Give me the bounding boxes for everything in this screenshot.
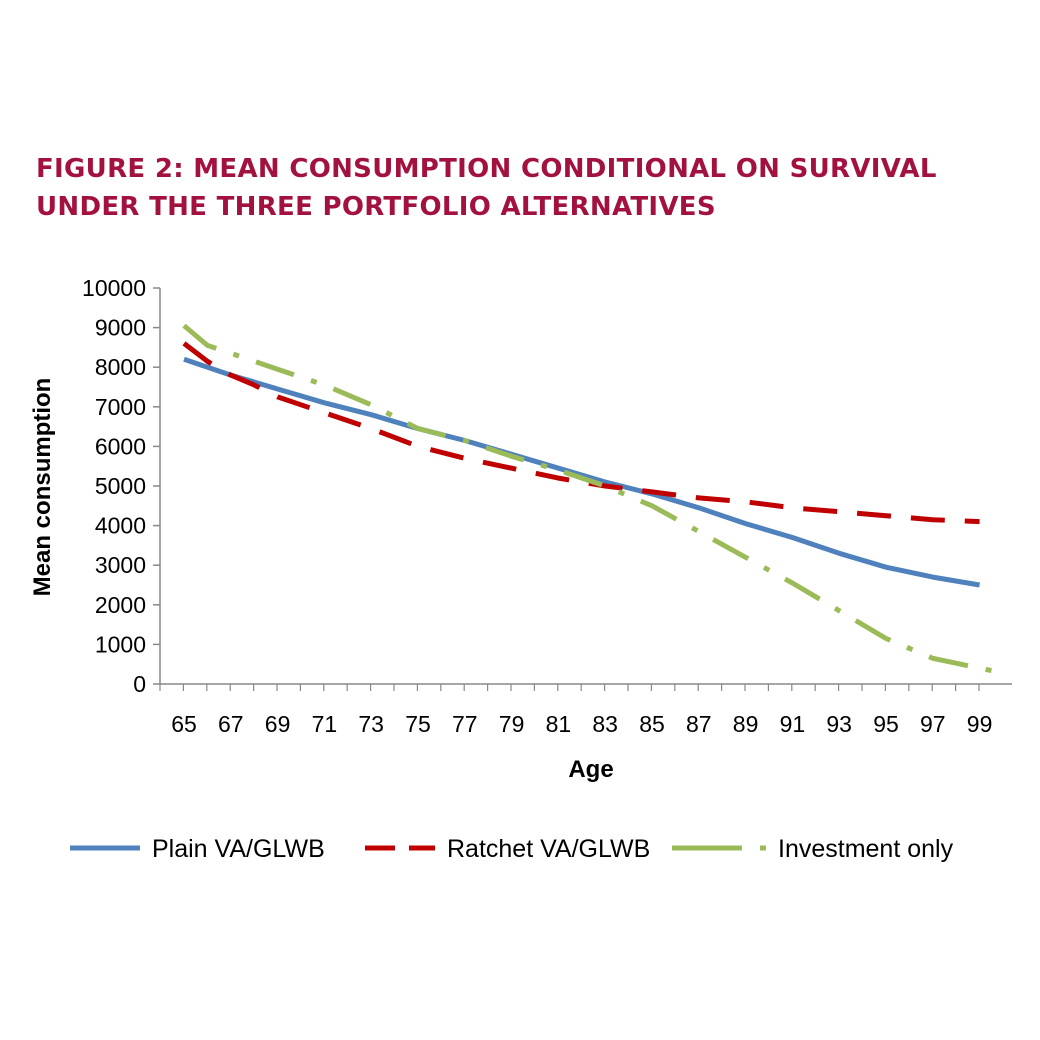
y-tick-label: 9000	[95, 315, 146, 341]
y-tick-label: 7000	[95, 394, 146, 420]
y-tick-label: 10000	[82, 275, 146, 301]
x-tick-label: 99	[967, 711, 993, 737]
series-line-plain-va-glwb	[183, 356, 981, 588]
y-tick-label: 6000	[95, 433, 146, 459]
x-tick-label: 95	[873, 711, 899, 737]
x-tick-label: 83	[592, 711, 618, 737]
legend-label: Ratchet VA/GLWB	[447, 835, 650, 863]
y-tick-label: 3000	[95, 552, 146, 578]
chart-axes: 0 1000 2000 3000 4000 5000 6000 7000 8000 9000 100…	[82, 275, 1012, 737]
chart-title-line-2: UNDER THE THREE PORTFOLIO ALTERNATIVES	[36, 192, 716, 222]
y-tick-label: 0	[133, 671, 146, 697]
legend: Plain VA/GLWB Ratchet VA/GLWB Investment o…	[70, 835, 954, 863]
x-tick-label: 85	[639, 711, 665, 737]
x-tick-label: 81	[546, 711, 572, 737]
legend-label: Plain VA/GLWB	[152, 835, 325, 863]
x-tick-label: 89	[733, 711, 759, 737]
x-tick-label: 87	[686, 711, 712, 737]
y-tick-label: 5000	[95, 473, 146, 499]
plot-lines	[182, 323, 1004, 676]
y-tick-label: 1000	[95, 631, 146, 657]
x-tick-label: 97	[920, 711, 946, 737]
x-tick-label: 77	[452, 711, 478, 737]
x-tick-label: 65	[171, 711, 197, 737]
y-tick-label: 8000	[95, 354, 146, 380]
x-tick-label: 93	[826, 711, 852, 737]
x-tick-label: 67	[218, 711, 244, 737]
series-line-investment-only	[182, 323, 1004, 676]
x-tick-label: 69	[265, 711, 291, 737]
x-tick-label: 73	[358, 711, 384, 737]
y-tick-label: 4000	[95, 513, 146, 539]
x-axis-label: Age	[568, 756, 613, 783]
x-tick-label: 75	[405, 711, 431, 737]
chart-title: FIGURE 2: MEAN CONSUMPTION CONDITIONAL O…	[36, 150, 937, 226]
x-tick-label: 91	[780, 711, 806, 737]
legend-label: Investment only	[778, 835, 954, 863]
chart-title-line-1: FIGURE 2: MEAN CONSUMPTION CONDITIONAL O…	[36, 154, 937, 184]
x-tick-label: 71	[312, 711, 338, 737]
x-tick-label: 79	[499, 711, 525, 737]
series-line-ratchet-va-glwb	[182, 341, 980, 525]
y-axis-label: Mean consumption	[29, 378, 56, 597]
y-tick-label: 2000	[95, 592, 146, 618]
